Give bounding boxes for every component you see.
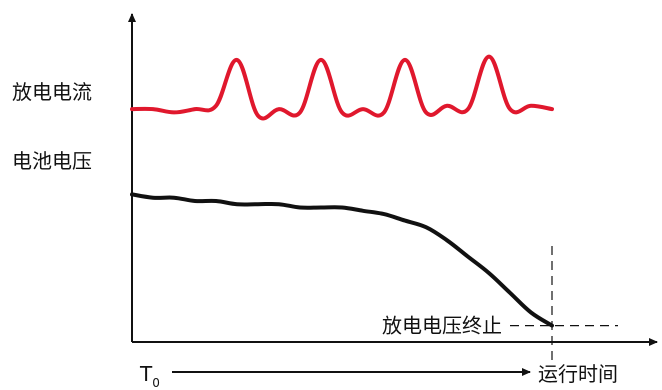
end-voltage-annotation: 放电电压终止 xyxy=(382,314,502,338)
series-label-current: 放电电流 xyxy=(12,80,92,104)
x-start-subscript: 0 xyxy=(152,376,160,390)
x-axis-label: 运行时间 xyxy=(538,362,618,386)
series-label-voltage: 电池电压 xyxy=(12,149,92,173)
series-line-current xyxy=(130,54,554,121)
series-line-voltage xyxy=(130,192,554,328)
x-start-label: T0 xyxy=(139,362,160,390)
x-start-letter: T xyxy=(139,362,153,386)
